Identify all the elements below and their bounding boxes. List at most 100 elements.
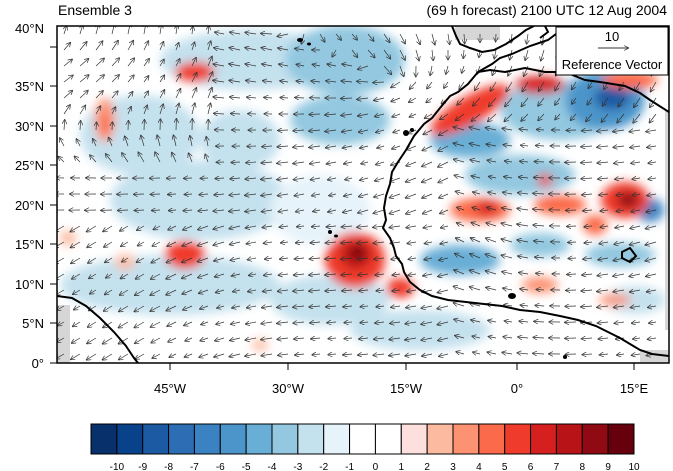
wind-vector-arrow: [533, 193, 545, 194]
wind-vector-arrow: [375, 114, 385, 117]
wind-vector-arrow: [342, 130, 353, 132]
wind-vector-arrow: [143, 59, 149, 67]
lat-label-0: 0°: [32, 356, 44, 371]
wind-vector-arrow: [437, 306, 449, 309]
wind-vector-arrow: [598, 258, 609, 260]
wind-vector-arrow: [635, 81, 641, 91]
wind-vector-arrow: [464, 33, 465, 43]
wind-vector-arrow: [359, 130, 369, 132]
wind-vector-arrow: [472, 336, 481, 338]
wind-vector-arrow: [79, 42, 87, 51]
wind-vector-arrow: [95, 59, 104, 67]
wind-vector-arrow: [470, 303, 481, 306]
wind-vector-arrow: [309, 114, 321, 115]
wind-vector-arrow: [439, 193, 449, 198]
wind-vector-arrow: [472, 176, 481, 178]
colorbar-box: [297, 423, 325, 455]
wind-vector-arrow: [650, 113, 657, 123]
wind-vector-arrow: [440, 113, 449, 119]
wind-vector-arrow: [649, 322, 657, 323]
wind-vector-arrow: [310, 162, 321, 164]
wind-vector-arrow: [135, 210, 145, 211]
wind-vector-arrow: [525, 49, 528, 60]
lon-label-30w: 30°W: [272, 381, 305, 396]
wind-vector-arrow: [422, 306, 433, 308]
wind-vector-arrow: [313, 64, 321, 66]
wind-vector-arrow: [57, 225, 65, 231]
wind-vector-arrow: [280, 258, 289, 259]
wind-vector-arrow: [649, 162, 657, 163]
wind-vector-arrow: [208, 104, 211, 115]
wind-vector-arrow: [230, 32, 241, 34]
azores-island: [307, 42, 311, 46]
wind-vector-arrow: [293, 146, 305, 147]
wind-vector-arrow: [127, 75, 134, 83]
wind-vector-arrow: [231, 258, 241, 260]
wind-vector-arrow: [185, 338, 193, 341]
wind-vector-arrow: [105, 289, 113, 294]
wind-vector-arrow: [519, 273, 529, 275]
colorbar-box: [116, 423, 144, 455]
wind-vector-arrow: [517, 224, 529, 226]
wind-vector-arrow: [582, 338, 593, 339]
wind-vector-arrow: [166, 273, 177, 279]
wind-vector-arrow: [486, 254, 497, 259]
wind-vector-arrow: [615, 322, 625, 323]
reference-vector-value: 10: [605, 29, 619, 44]
wind-vector-arrow: [373, 82, 385, 83]
wind-vector-arrow: [64, 120, 65, 131]
wind-vector-arrow: [72, 337, 81, 343]
wind-vector-arrow: [295, 194, 305, 196]
colorbar-tick-label: 4: [476, 462, 482, 471]
wind-vector-arrow: [79, 59, 88, 67]
wind-vector-arrow: [488, 192, 497, 194]
wind-vector-arrow: [416, 49, 419, 60]
colorbar-box: [142, 423, 170, 455]
wind-vector-arrow: [213, 97, 225, 98]
wind-vector-arrow: [502, 352, 513, 354]
colorbar-tick-label: 10: [628, 462, 640, 471]
wind-vector-arrow: [539, 81, 545, 91]
wind-vector-arrow: [374, 98, 385, 100]
wind-vector-arrow: [176, 104, 179, 115]
wind-vector-arrow: [119, 321, 129, 328]
wind-vector-arrow: [311, 242, 321, 243]
wind-vector-arrow: [229, 64, 241, 66]
wind-vector-arrow: [646, 274, 657, 276]
wind-vector-arrow: [198, 273, 209, 278]
wind-vector-arrow: [213, 80, 225, 82]
wind-vector-arrow: [167, 305, 177, 311]
wind-vector-arrow: [198, 225, 209, 230]
wind-vector-arrow: [457, 97, 465, 105]
colorbar-tick-label: -7: [190, 462, 199, 471]
wind-vector-arrow: [517, 208, 529, 210]
wind-vector-arrow: [230, 242, 241, 245]
wind-vector-arrow: [199, 194, 209, 195]
wind-vector-arrow: [405, 322, 417, 324]
wind-vector-arrow: [390, 193, 401, 198]
wind-vector-arrow: [296, 242, 305, 243]
wind-vector-arrow: [136, 273, 145, 279]
wind-vector-arrow: [138, 153, 145, 163]
wind-vector-arrow: [95, 106, 100, 115]
wind-vector-arrow: [135, 305, 145, 312]
wind-vector-arrow: [309, 146, 321, 148]
wind-vector-arrow: [569, 258, 577, 259]
wind-vector-arrow: [57, 241, 65, 247]
wind-vector-arrow: [473, 192, 481, 194]
wind-vector-arrow: [183, 225, 193, 230]
wind-vector-arrow: [191, 73, 197, 83]
wind-vector-arrow: [376, 130, 385, 132]
lat-label-10n: 10°N: [15, 277, 44, 292]
wind-vector-arrow: [518, 353, 529, 354]
wind-vector-arrow: [390, 177, 401, 181]
wind-vector-arrow: [505, 97, 513, 106]
wind-vector-arrow: [343, 354, 353, 355]
wind-vector-arrow: [383, 33, 390, 42]
latitude-axis: 0° 5°N 10°N 15°N 20°N 25°N 30°N 35°N 40°…: [15, 21, 57, 371]
wind-vector-arrow: [502, 272, 513, 274]
wind-vector-arrow: [192, 43, 195, 51]
wind-vector-arrow: [438, 338, 449, 341]
wind-vector-arrow: [438, 290, 449, 293]
wind-vector-arrow: [95, 41, 103, 51]
